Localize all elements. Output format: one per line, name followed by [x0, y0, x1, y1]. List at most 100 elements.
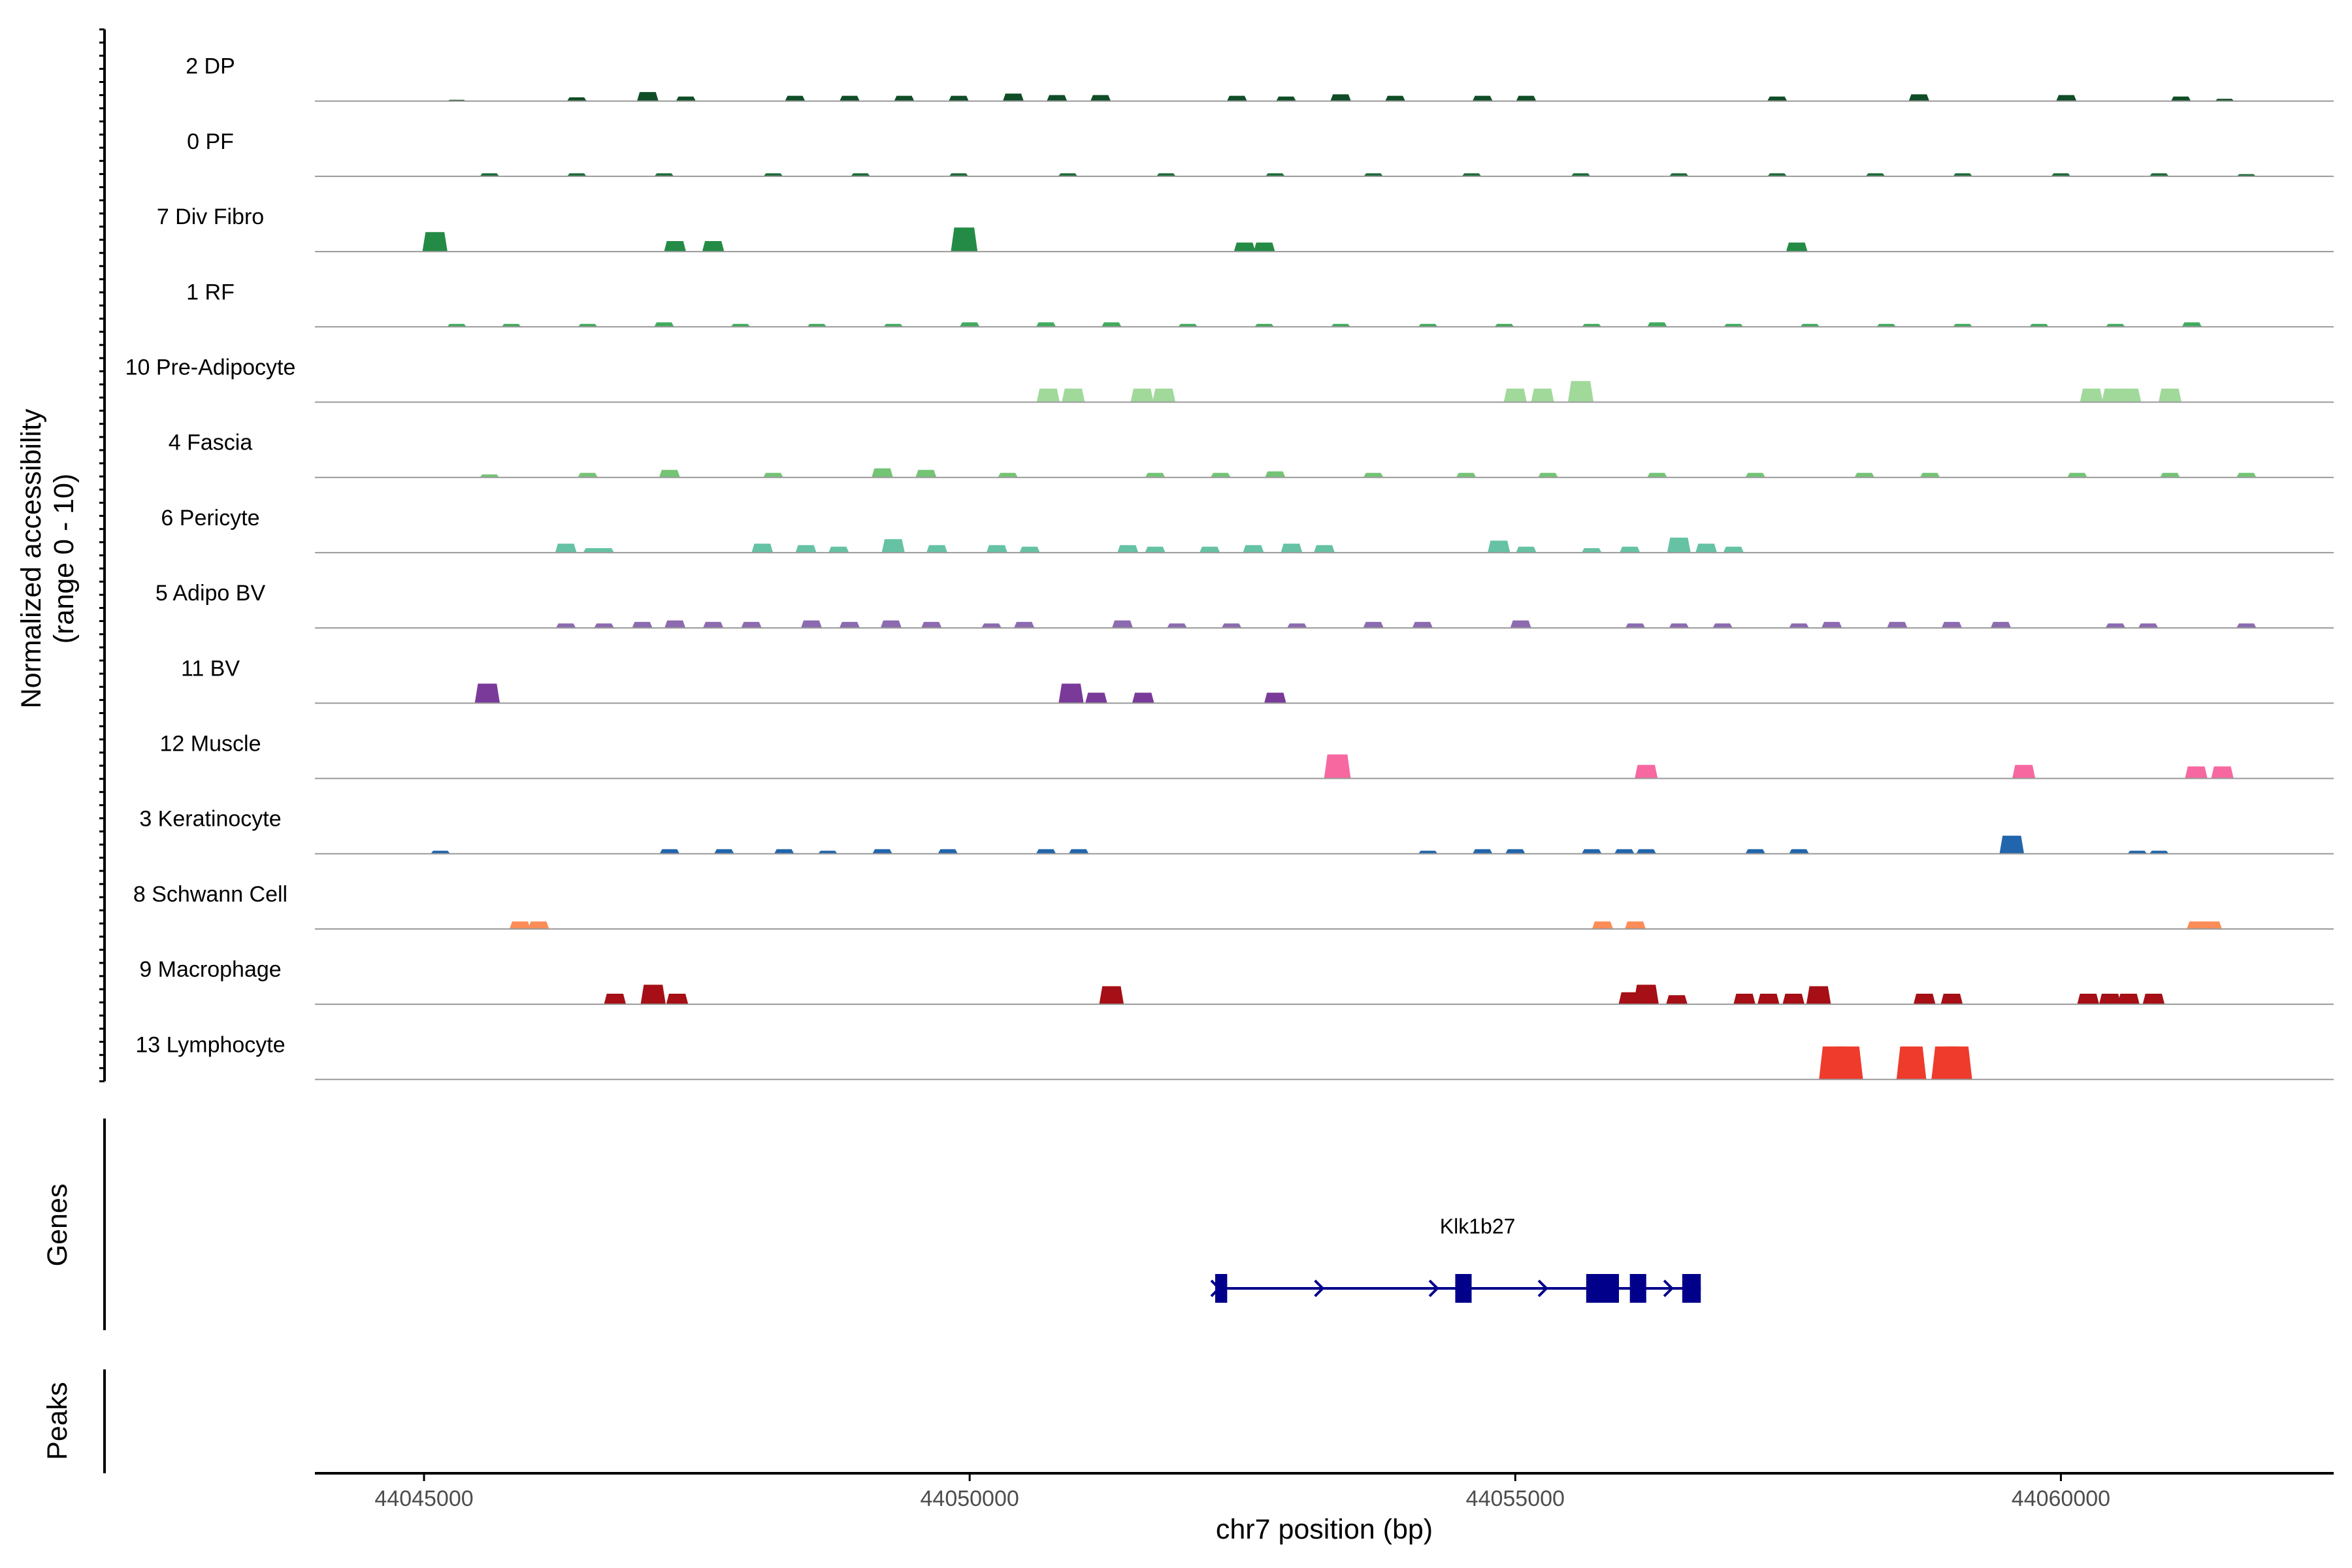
accessibility-peak [1233, 242, 1256, 252]
gene-exon [1682, 1274, 1701, 1303]
accessibility-peak [1582, 323, 1602, 327]
x-axis-title: chr7 position (bp) [1216, 1514, 1433, 1545]
accessibility-peak [1767, 96, 1788, 101]
accessibility-peak [818, 851, 838, 854]
accessibility-peak [1330, 94, 1351, 101]
accessibility-peak [1505, 849, 1526, 854]
accessibility-peak [567, 173, 587, 176]
track-label: 1 RF [186, 280, 235, 304]
track-label: 11 BV [181, 656, 240, 681]
accessibility-peak [1364, 173, 1383, 176]
accessibility-peak [555, 544, 577, 553]
accessibility-peak [1636, 849, 1656, 854]
accessibility-peak [872, 468, 893, 478]
accessibility-peak [2118, 388, 2142, 402]
accessibility-peak [2105, 623, 2126, 629]
accessibility-peak [1058, 173, 1078, 176]
track-label: 4 Fascia [169, 431, 253, 455]
accessibility-peak [1200, 546, 1220, 553]
accessibility-peak [981, 623, 1002, 629]
accessibility-peak [1887, 621, 1908, 629]
accessibility-peak [2149, 173, 2169, 176]
accessibility-peak [1014, 621, 1035, 629]
accessibility-peak [1503, 388, 1527, 402]
accessibility-peak [1712, 623, 1733, 629]
strand-arrow [1663, 1279, 1674, 1298]
peaks-panel-label: Peaks [42, 1382, 73, 1460]
gene-model: Klk1b27 [1210, 1215, 1701, 1303]
accessibility-peak [1472, 849, 1493, 854]
accessibility-peak [1099, 986, 1124, 1005]
track-6-pericyte: 6 Pericyte [161, 506, 2334, 553]
track-0-pf: 0 PF [187, 129, 2334, 177]
accessibility-peak [986, 545, 1007, 553]
track-label: 10 Pre-Adipocyte [125, 355, 296, 380]
track-label: 6 Pericyte [161, 506, 259, 531]
accessibility-peak [1942, 1046, 1972, 1080]
accessibility-peak [1494, 323, 1514, 327]
accessibility-peak [640, 985, 666, 1005]
gene-exon [1215, 1274, 1228, 1303]
accessibility-peak [1002, 93, 1024, 101]
accessibility-peak [578, 323, 598, 327]
x-tick-label: 44050000 [921, 1486, 1019, 1511]
accessibility-peak [1723, 323, 1744, 327]
accessibility-peak [1953, 323, 1972, 327]
accessibility-peak [1806, 986, 1831, 1005]
accessibility-peak [1418, 851, 1438, 854]
accessibility-peak [1953, 173, 1972, 176]
accessibility-peak [1412, 621, 1433, 629]
accessibility-peak [1418, 323, 1438, 327]
accessibility-peak [1145, 546, 1166, 553]
accessibility-peak [2067, 472, 2087, 478]
accessibility-peak [1254, 323, 1274, 327]
accessibility-peak [1876, 323, 1896, 327]
accessibility-peak [1941, 621, 1963, 629]
accessibility-peak [422, 232, 448, 252]
accessibility-peak [474, 683, 500, 704]
x-tick-label: 44055000 [1466, 1486, 1565, 1511]
accessibility-peak [1019, 546, 1040, 553]
accessibility-peak [528, 921, 549, 929]
accessibility-peak [1833, 1046, 1863, 1080]
track-5-adipo-bv: 5 Adipo BV [155, 581, 2334, 629]
strand-arrow [1314, 1279, 1325, 1298]
accessibility-peak [949, 95, 969, 101]
accessibility-peak [1266, 173, 1285, 176]
accessibility-peak [1854, 472, 1874, 478]
track-13-lymphocyte: 13 Lymphocyte [135, 1032, 2334, 1081]
accessibility-peak [807, 323, 827, 327]
accessibility-peak [1582, 849, 1602, 854]
accessibility-peak [1047, 95, 1068, 101]
accessibility-peak [959, 322, 980, 327]
genes-panel: Genes Klk1b27 [42, 1119, 1701, 1330]
accessibility-peak [1919, 472, 1940, 478]
accessibility-peak [1516, 95, 1537, 101]
accessibility-peak [1635, 764, 1658, 779]
accessibility-peak [480, 474, 500, 478]
accessibility-peak [1167, 623, 1187, 629]
accessibility-peak [730, 323, 751, 327]
accessibility-peak [447, 323, 466, 327]
accessibility-peak [1821, 621, 1842, 629]
accessibility-peak [1782, 994, 1805, 1005]
accessibility-peak [881, 539, 905, 553]
accessibility-peak [1472, 95, 1493, 101]
accessibility-peak [2080, 388, 2103, 402]
accessibility-peak [702, 241, 725, 252]
accessibility-peak [1745, 849, 1765, 854]
accessibility-peak [632, 621, 653, 629]
accessibility-peak [1510, 620, 1531, 629]
x-tick-label: 44060000 [2012, 1486, 2110, 1511]
accessibility-peak [998, 472, 1018, 478]
accessibility-peak [1363, 472, 1384, 478]
accessibility-peak [1625, 921, 1646, 929]
accessibility-peak [751, 544, 774, 553]
accessibility-peak [763, 173, 783, 176]
accessibility-peak [938, 849, 958, 854]
accessibility-peak [2142, 994, 2165, 1005]
accessibility-peak [431, 851, 450, 854]
accessibility-peak [915, 470, 937, 478]
accessibility-peak [1462, 173, 1482, 176]
accessibility-peak [2077, 994, 2099, 1005]
